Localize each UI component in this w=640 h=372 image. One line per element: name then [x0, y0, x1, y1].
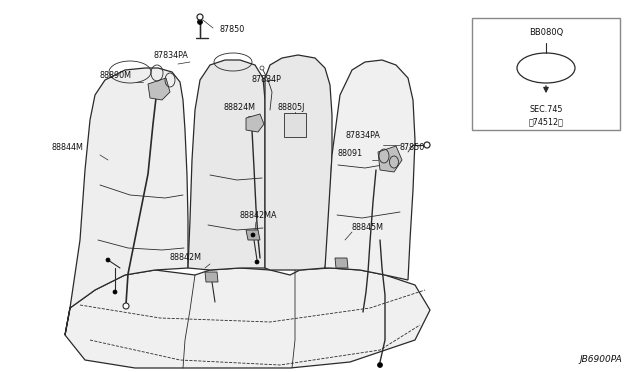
Polygon shape [205, 272, 218, 282]
Circle shape [378, 362, 383, 368]
Text: JB6900PA: JB6900PA [579, 356, 622, 365]
Polygon shape [378, 146, 402, 172]
Circle shape [123, 303, 129, 309]
Text: 〵74512〵: 〵74512〵 [529, 118, 563, 126]
Polygon shape [148, 78, 170, 100]
Text: 88091: 88091 [337, 148, 362, 157]
Text: 87834PA: 87834PA [154, 51, 189, 61]
Circle shape [106, 258, 110, 262]
Circle shape [339, 261, 343, 265]
Polygon shape [265, 55, 332, 270]
Circle shape [255, 260, 259, 264]
Polygon shape [188, 60, 265, 270]
Text: 88842M: 88842M [170, 253, 202, 263]
Text: 87834P: 87834P [252, 74, 282, 83]
Text: 88844M: 88844M [52, 144, 84, 153]
Bar [472, 18, 620, 130]
Polygon shape [335, 258, 348, 268]
Text: 88824M: 88824M [224, 103, 256, 112]
Text: 88805J: 88805J [278, 103, 305, 112]
Text: 87850: 87850 [220, 26, 245, 35]
Circle shape [197, 14, 203, 20]
Polygon shape [246, 230, 260, 240]
Circle shape [113, 290, 117, 294]
Circle shape [251, 233, 255, 237]
Circle shape [198, 19, 202, 25]
Polygon shape [65, 68, 188, 335]
Text: 88842MA: 88842MA [240, 212, 278, 221]
Circle shape [260, 66, 264, 70]
Polygon shape [65, 268, 430, 368]
Circle shape [209, 275, 213, 279]
Polygon shape [325, 60, 415, 280]
Text: BB080Q: BB080Q [529, 28, 563, 36]
Circle shape [424, 142, 430, 148]
Text: 87850: 87850 [400, 144, 425, 153]
Polygon shape [246, 114, 264, 132]
Text: SEC.745: SEC.745 [529, 106, 563, 115]
Text: 87834PA: 87834PA [346, 131, 381, 141]
Text: 88890M: 88890M [100, 71, 132, 80]
Text: 88845M: 88845M [352, 224, 384, 232]
FancyBboxPatch shape [284, 113, 306, 137]
